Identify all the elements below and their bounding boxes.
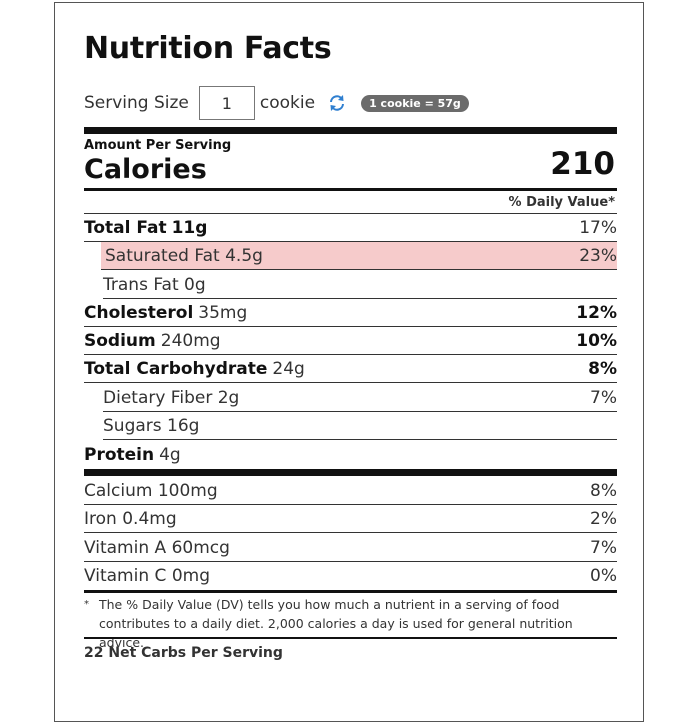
footnote: * The % Daily Value (DV) tells you how m… — [84, 595, 617, 652]
nutrient-name: Sugars — [103, 415, 162, 436]
label-title: Nutrition Facts — [84, 31, 332, 66]
nutrient-name: Saturated Fat — [105, 245, 220, 266]
refresh-icon[interactable] — [327, 93, 347, 113]
nutrient-dv: 8% — [588, 358, 617, 379]
nutrient-amount: 2g — [217, 387, 240, 408]
vitamin-name: Calcium — [84, 480, 153, 501]
amount-per-serving: Amount Per Serving — [84, 138, 232, 153]
nutrient-name: Trans Fat — [103, 274, 179, 295]
nutrient-row-sugars: Sugars 16g — [103, 412, 617, 440]
nutrient-row-sodium: Sodium 240mg 10% — [84, 327, 617, 355]
vitamin-dv: 2% — [590, 508, 617, 529]
thick-divider-top — [84, 127, 617, 134]
nutrient-dv: 23% — [579, 245, 617, 266]
calories-divider — [84, 188, 617, 191]
footnote-text: The % Daily Value (DV) tells you how muc… — [99, 597, 573, 650]
vitamin-amount: 0.4mg — [122, 508, 177, 529]
dv-header-divider — [84, 213, 617, 214]
vitamin-row-vitamin-a: Vitamin A 60mcg 7% — [84, 534, 617, 562]
nutrient-dv: 10% — [576, 330, 617, 351]
vitamin-dv: 0% — [590, 566, 617, 586]
nutrient-row-cholesterol: Cholesterol 35mg 12% — [84, 299, 617, 327]
nutrient-amount: 11g — [171, 217, 208, 238]
vitamin-name: Iron — [84, 508, 117, 529]
vitamin-dv: 8% — [590, 480, 617, 501]
nutrient-row-protein: Protein 4g — [84, 441, 617, 469]
nutrient-name: Sodium — [84, 330, 156, 351]
nutrient-name: Total Carbohydrate — [84, 358, 268, 379]
nutrient-name: Total Fat — [84, 217, 167, 238]
nutrient-amount: 4g — [159, 445, 181, 465]
serving-weight-badge: 1 cookie = 57g — [361, 94, 469, 112]
nutrient-name: Dietary Fiber — [103, 387, 213, 408]
nutrient-name: Protein — [84, 445, 155, 465]
vitamin-row-vitamin-c: Vitamin C 0mg 0% — [84, 562, 617, 590]
footnote-divider — [84, 590, 617, 593]
nutrient-row-total-carbohydrate: Total Carbohydrate 24g 8% — [84, 355, 617, 383]
vitamin-dv: 7% — [590, 537, 617, 558]
nutrient-row-trans-fat: Trans Fat 0g — [103, 271, 617, 299]
vitamin-amount: 100mg — [157, 480, 218, 501]
nutrient-amount: 0g — [184, 274, 206, 295]
nutrient-dv: 17% — [579, 217, 617, 238]
daily-value-header: % Daily Value* — [508, 195, 615, 210]
vitamin-amount: 0mg — [171, 566, 210, 586]
nutrient-amount: 240mg — [160, 330, 221, 351]
footnote-mark: * — [84, 599, 89, 610]
nutrient-row-total-fat: Total Fat 11g 17% — [84, 214, 617, 242]
nutrient-amount: 35mg — [198, 302, 248, 323]
nutrient-name: Cholesterol — [84, 302, 194, 323]
net-carbs-divider — [84, 637, 617, 639]
serving-size-label: Serving Size — [84, 93, 189, 113]
nutrient-dv: 7% — [590, 387, 617, 408]
serving-unit: cookie — [259, 93, 316, 113]
vitamin-row-calcium: Calcium 100mg 8% — [84, 477, 617, 505]
calories-label: Calories — [84, 154, 207, 185]
nutrient-amount: 16g — [167, 415, 200, 436]
nutrient-amount: 4.5g — [225, 245, 263, 266]
nutrition-label-panel: Nutrition Facts Serving Size cookie 1 co… — [54, 2, 644, 722]
vitamin-name: Vitamin C — [84, 566, 167, 586]
serving-quantity-input[interactable] — [198, 86, 255, 120]
net-carbs-text: 22 Net Carbs Per Serving — [84, 645, 283, 661]
vitamin-name: Vitamin A — [84, 537, 167, 558]
nutrient-row-dietary-fiber: Dietary Fiber 2g 7% — [103, 384, 617, 412]
nutrient-row-saturated-fat: Saturated Fat 4.5g 23% — [101, 242, 617, 270]
serving-size-row: Serving Size cookie 1 cookie = 57g — [84, 85, 469, 121]
vitamin-row-iron: Iron 0.4mg 2% — [84, 505, 617, 533]
nutrient-amount: 24g — [272, 358, 305, 379]
calories-value: 210 — [550, 146, 615, 182]
vitamin-amount: 60mcg — [171, 537, 230, 558]
thick-divider-vitamins — [84, 469, 617, 476]
nutrient-dv: 12% — [576, 302, 617, 323]
